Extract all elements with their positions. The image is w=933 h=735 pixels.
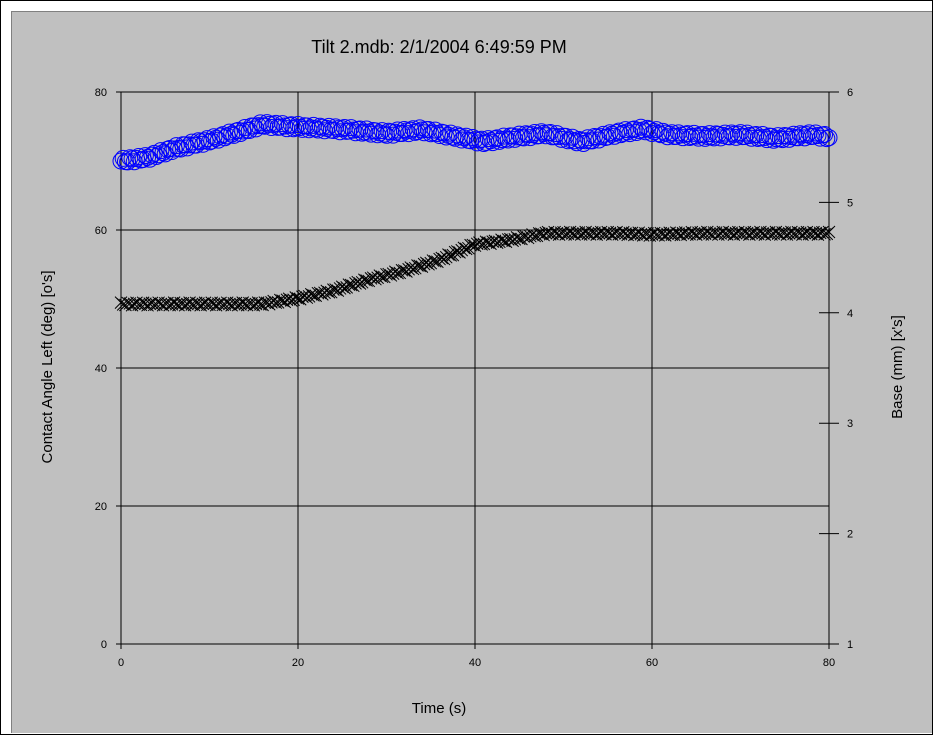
contact-angle-point: [703, 128, 721, 146]
contact-angle-point: [811, 129, 829, 147]
y-tick-label: 60: [95, 225, 107, 237]
contact-angle-point: [807, 124, 825, 142]
contact-angle-point: [818, 130, 836, 148]
base-point: [435, 251, 449, 265]
axes: [116, 91, 839, 649]
contact-angle-point: [136, 147, 154, 165]
base-point: [265, 296, 278, 309]
y2-tick-label: 4: [847, 308, 853, 320]
contact-angle-point: [696, 129, 714, 147]
contact-angle-point: [577, 132, 595, 150]
base-point: [335, 280, 349, 294]
base-point: [470, 237, 484, 251]
y-tick-label: 20: [95, 501, 107, 513]
contact-angle-point: [689, 129, 707, 147]
base-point: [428, 254, 442, 268]
contact-angle-point: [189, 132, 207, 150]
contact-angle-point: [716, 124, 734, 142]
y-tick-label: 80: [95, 87, 107, 99]
base-point: [404, 261, 418, 274]
base-point: [351, 275, 365, 289]
contact-angle-point: [550, 128, 568, 146]
x-tick-label: 60: [646, 657, 658, 669]
base-point: [322, 285, 336, 299]
contact-angle-point: [557, 127, 575, 145]
contact-angle-point: [758, 131, 776, 149]
base-series: [114, 225, 836, 312]
y2-tick-label: 5: [847, 197, 853, 209]
contact-angle-point: [723, 124, 741, 142]
y2-tick-label: 1: [847, 639, 853, 651]
base-point: [822, 225, 836, 239]
base-point: [457, 241, 471, 255]
grid-lines: [121, 92, 829, 644]
contact-angle-point: [150, 146, 168, 164]
chart-title: Tilt 2.mdb: 2/1/2004 6:49:59 PM: [311, 37, 566, 57]
base-point: [517, 230, 531, 243]
y2-tick-label: 2: [847, 529, 853, 541]
base-point: [344, 278, 358, 292]
x-tick-label: 80: [823, 657, 835, 669]
contact-angle-point: [816, 126, 834, 144]
contact-angle-point: [203, 132, 221, 150]
y-tick-label: 40: [95, 363, 107, 375]
contact-angle-point: [796, 129, 814, 147]
contact-angle-point: [685, 124, 703, 142]
x-tick-label: 0: [118, 657, 124, 669]
base-point: [818, 227, 831, 241]
contact-angle-point: [181, 136, 199, 154]
base-point: [486, 235, 500, 248]
base-point: [280, 293, 294, 307]
base-point: [311, 286, 325, 300]
base-point: [419, 256, 433, 270]
contact-angle-point: [720, 128, 738, 146]
base-point: [413, 259, 427, 273]
contact-angle-point: [526, 123, 544, 141]
base-point: [442, 248, 455, 261]
contact-angle-point: [205, 128, 223, 146]
tick-labels: 0 20 40 60 80 0 20 40 60 80 1 2 3 4 5 6: [95, 87, 853, 669]
base-point: [296, 290, 309, 304]
y-axis-label: Contact Angle Left (deg) [o's]: [39, 271, 56, 464]
contact-angle-point: [236, 119, 254, 137]
contact-angle-point: [683, 128, 701, 146]
x-axis-label: Time (s): [412, 700, 466, 717]
contact-angle-point: [134, 150, 152, 168]
base-point: [391, 266, 404, 280]
contact-angle-point: [198, 130, 216, 148]
contact-angle-point: [820, 129, 838, 147]
contact-angle-chart: 0 20 40 60 80 0 20 40 60 80 1 2 3 4 5 6 Tilt 2.mdb: 2/1…: [39, 37, 906, 717]
contact-angle-point: [676, 125, 694, 143]
base-point: [450, 245, 464, 258]
contact-angle-point: [369, 126, 387, 144]
x-tick-label: 40: [469, 657, 481, 669]
base-point: [501, 233, 515, 246]
contact-angle-point: [694, 126, 712, 144]
chart-panel: 0 20 40 60 80 0 20 40 60 80 1 2 3 4 5 6 Tilt 2.mdb: 2/1…: [11, 11, 932, 733]
contact-angle-series: [112, 114, 838, 171]
contact-angle-point: [809, 126, 827, 144]
y2-tick-label: 3: [847, 418, 853, 430]
y2-tick-label: 6: [847, 87, 853, 99]
contact-angle-point: [220, 123, 238, 141]
contact-angle-point: [661, 125, 679, 143]
contact-angle-point: [158, 140, 176, 158]
contact-angle-point: [165, 140, 183, 158]
contact-angle-point: [187, 136, 205, 154]
base-point: [364, 272, 378, 285]
y2-axis-label: Base (mm) [x's]: [889, 315, 906, 419]
contact-angle-point: [762, 127, 780, 145]
contact-angle-point: [793, 126, 811, 144]
y-tick-label: 0: [101, 639, 107, 651]
contact-angle-point: [468, 134, 486, 152]
contact-angle-point: [152, 142, 170, 160]
contact-angle-point: [287, 119, 305, 137]
x-tick-label: 20: [292, 657, 304, 669]
